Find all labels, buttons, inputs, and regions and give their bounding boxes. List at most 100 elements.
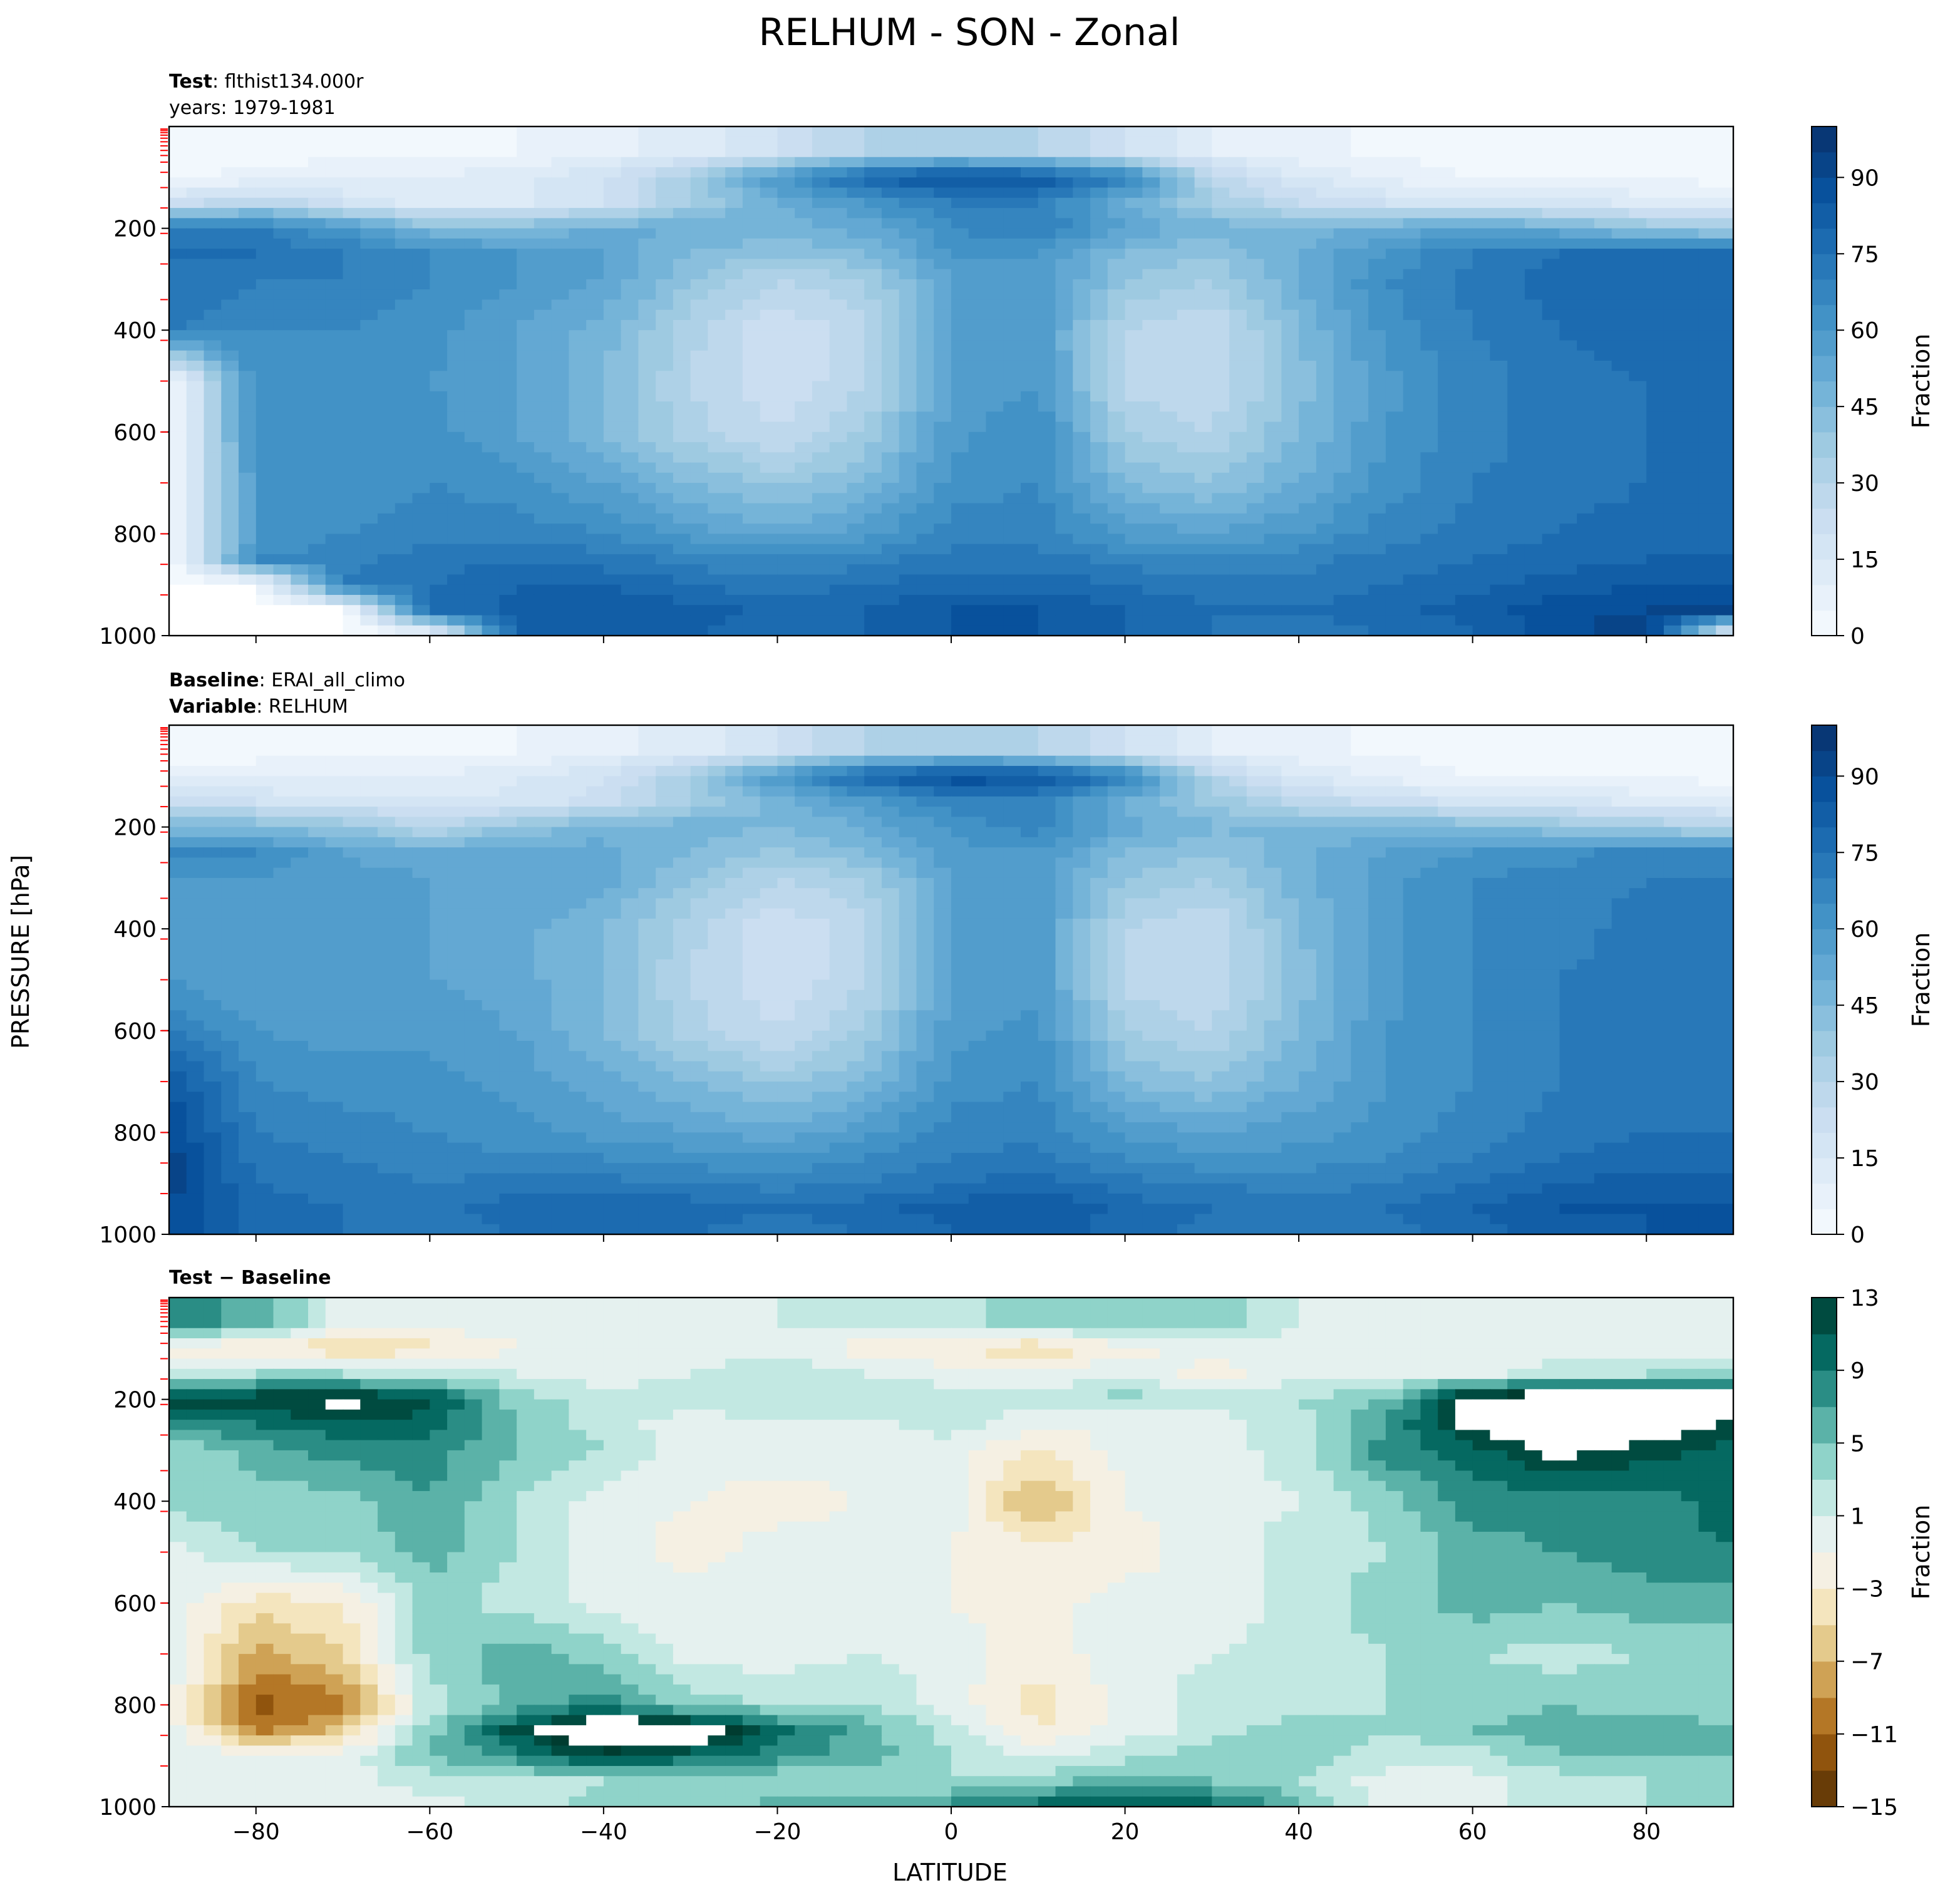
contour-cell (255, 167, 274, 178)
contour-cell (534, 197, 552, 209)
contour-cell (760, 299, 778, 311)
contour-cell (378, 126, 396, 138)
contour-cell (1420, 574, 1438, 586)
contour-cell (1316, 462, 1334, 473)
contour-cell (1229, 381, 1247, 392)
contour-cell (1142, 137, 1160, 148)
contour-cell (777, 249, 795, 260)
contour-cell (725, 299, 743, 311)
contour-cell (934, 319, 952, 331)
contour-cell (708, 126, 726, 138)
contour-cell (1663, 513, 1682, 524)
contour-cell (1681, 745, 1700, 756)
contour-cell (586, 197, 604, 209)
contour-cell (1681, 735, 1700, 746)
contour-cell (430, 411, 448, 423)
contour-cell (638, 279, 656, 290)
contour-cell (517, 503, 535, 514)
contour-cell (638, 745, 656, 756)
contour-cell (1316, 238, 1334, 249)
contour-cell (986, 279, 1004, 290)
contour-cell (1542, 350, 1560, 361)
contour-cell (1229, 279, 1247, 290)
contour-cell (864, 228, 882, 239)
contour-cell (1507, 279, 1525, 290)
contour-cell (638, 766, 656, 777)
contour-cell (1090, 442, 1108, 453)
contour-cell (1681, 126, 1700, 138)
contour-cell (551, 564, 570, 576)
contour-cell (690, 350, 709, 361)
contour-cell (1038, 309, 1056, 321)
contour-cell (725, 157, 743, 168)
contour-cell (1629, 228, 1648, 239)
contour-cell (1385, 228, 1404, 239)
contour-cell (968, 493, 987, 504)
contour-cell (464, 218, 483, 229)
contour-cell (881, 391, 900, 402)
contour-cell (1316, 625, 1334, 636)
contour-cell (1160, 584, 1178, 596)
contour-cell (690, 625, 709, 636)
contour-cell (881, 167, 900, 178)
contour-cell (291, 524, 309, 535)
contour-cell (412, 391, 431, 402)
contour-cell (690, 187, 709, 199)
contour-cell (1698, 187, 1717, 199)
contour-cell (569, 493, 587, 504)
contour-cell (986, 238, 1004, 249)
contour-cell (708, 299, 726, 311)
contour-cell (1716, 472, 1733, 483)
contour-cell (186, 228, 205, 239)
contour-cell (656, 269, 674, 280)
contour-cell (1021, 584, 1039, 596)
contour-cell (1698, 442, 1717, 453)
contour-cell (255, 755, 274, 767)
contour-cell (378, 350, 396, 361)
contour-cell (239, 452, 257, 463)
contour-cell (569, 401, 587, 413)
contour-cell (1420, 735, 1438, 746)
contour-cell (1107, 350, 1126, 361)
contour-cell (1420, 411, 1438, 423)
contour-cell (1385, 238, 1404, 249)
contour-cell (1716, 725, 1733, 736)
contour-cell (1160, 483, 1178, 494)
contour-cell (1716, 615, 1733, 626)
contour-cell (1559, 554, 1577, 565)
contour-cell (1385, 615, 1404, 626)
contour-cell (569, 177, 587, 188)
contour-cell (795, 177, 813, 188)
contour-cell (968, 279, 987, 290)
contour-cell (864, 584, 882, 596)
contour-cell (1090, 462, 1108, 473)
contour-cell (916, 269, 935, 280)
contour-cell (829, 544, 848, 555)
contour-cell (273, 218, 292, 229)
contour-cell (1107, 462, 1126, 473)
contour-cell (1611, 524, 1630, 535)
contour-cell (1160, 147, 1178, 158)
contour-cell (829, 401, 848, 413)
contour-cell (1264, 605, 1282, 616)
contour-cell (1524, 564, 1543, 576)
contour-cell (1229, 594, 1247, 606)
contour-cell (777, 431, 795, 443)
contour-cell (1438, 340, 1456, 351)
contour-cell (1663, 584, 1682, 596)
contour-cell (1507, 534, 1525, 545)
contour-cell (1316, 259, 1334, 270)
contour-cell (603, 493, 622, 504)
contour-cell (934, 615, 952, 626)
contour-cell (1107, 625, 1126, 636)
contour-cell (378, 503, 396, 514)
contour-cell (517, 544, 535, 555)
contour-cell (1281, 360, 1299, 372)
contour-cell (499, 391, 517, 402)
contour-cell (186, 269, 205, 280)
contour-cell (656, 197, 674, 209)
contour-cell (551, 177, 570, 188)
contour-cell (1438, 755, 1456, 767)
contour-cell (1368, 594, 1386, 606)
